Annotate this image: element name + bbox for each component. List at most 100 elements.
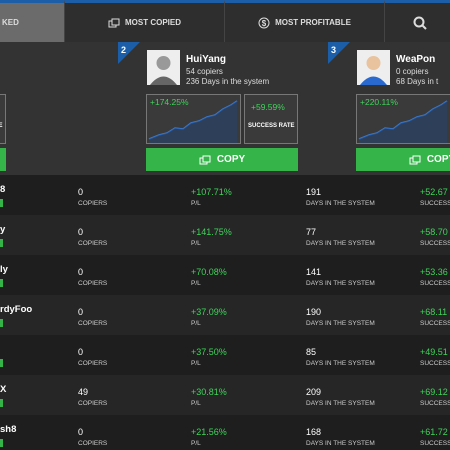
days: 209	[306, 387, 322, 397]
pl-label: P/L	[191, 200, 201, 207]
success-label: SUCCESS	[420, 360, 450, 367]
pl: +30.81%	[191, 387, 227, 397]
search-icon	[413, 16, 427, 30]
trader-name: y	[0, 224, 6, 235]
chart-box: +174.25%	[146, 94, 241, 144]
pl: +141.75%	[191, 227, 232, 237]
trader-row: ly 0 COPIERS +70.08% P/L 141 DAYS IN THE SYSTE…	[0, 255, 450, 296]
copiers: 0	[78, 347, 84, 357]
success: +53.36	[420, 267, 448, 277]
success: +69.12	[420, 387, 448, 397]
days-label: DAYS IN THE SYSTEM	[306, 280, 375, 287]
trader-card: awaopierss in the system+50.46%SUCCESS R…	[0, 42, 10, 172]
pl: +21.56%	[191, 427, 227, 437]
trader-row: sh8 0 COPIERS +21.56% P/L 168 DAYS IN THE SYST…	[0, 415, 450, 450]
success-label: SUCCESS RATE	[0, 123, 3, 129]
days: 191	[306, 187, 322, 197]
pl-label: P/L	[191, 440, 201, 447]
pl-label: P/L	[191, 360, 201, 367]
tab[interactable]: KED	[0, 0, 65, 42]
sparkline	[358, 100, 448, 143]
success-box: +50.46%SUCCESS RATE	[0, 94, 6, 144]
days: 190	[306, 307, 322, 317]
search-tab[interactable]	[385, 0, 450, 42]
trader-card: 2 HuiYang 54 copiers 236 Days in the system…	[118, 42, 302, 172]
level-bar	[0, 439, 3, 447]
icon	[199, 155, 211, 164]
days: 168	[306, 427, 322, 437]
tab[interactable]: $ MOST PROFITABLE	[225, 0, 385, 42]
success-label: SUCCESS	[420, 200, 450, 207]
pl: +37.50%	[191, 347, 227, 357]
copiers-label: COPIERS	[78, 320, 108, 327]
rank: 3	[331, 45, 337, 55]
trader-row: 8 0 COPIERS +107.71% P/L 191 DAYS IN THE SYSTE…	[0, 175, 450, 216]
success-label: SUCCESS	[420, 440, 450, 447]
copiers-label: COPIERS	[78, 280, 108, 287]
copiers: 49	[78, 387, 89, 397]
days-label: DAYS IN THE SYSTEM	[306, 400, 375, 407]
days-label: DAYS IN THE SYSTEM	[306, 440, 375, 447]
trader-row: 0 COPIERS +37.50% P/L 85 DAYS IN THE SYSTEM +4…	[0, 335, 450, 376]
days: 141	[306, 267, 322, 277]
tab-label: MOST COPIED	[124, 18, 181, 27]
days-label: DAYS IN THE SYSTEM	[306, 240, 375, 247]
trader-name: HuiYang	[186, 54, 227, 65]
level-bar	[0, 399, 3, 407]
days: 85	[306, 347, 317, 357]
days-label: DAYS IN THE SYSTEM	[306, 360, 375, 367]
success-label: SUCCESS	[420, 240, 450, 247]
pl: +37.09%	[191, 307, 227, 317]
tab-label: MOST PROFITABLE	[275, 18, 351, 27]
days: 68 Days in t	[396, 77, 439, 86]
success-box: +59.59% SUCCESS RATE	[244, 94, 298, 144]
copiers-label: COPIERS	[78, 400, 108, 407]
copiers-label: COPIERS	[78, 240, 108, 247]
trader-row: rdyFoo 0 COPIERS +37.09% P/L 190 DAYS IN THE S…	[0, 295, 450, 336]
trader-name: X	[0, 384, 7, 395]
success-label: SUCCESS RATE	[248, 123, 295, 129]
icon: $	[258, 17, 270, 28]
pl: +70.08%	[191, 267, 227, 277]
avatar	[357, 50, 390, 85]
days: 236 Days in the system	[186, 77, 270, 86]
copiers: 0	[78, 267, 84, 277]
icon	[409, 155, 421, 164]
trader-name: WeaPon	[396, 54, 436, 65]
chart-box: +220.11%	[356, 94, 450, 144]
copy-button[interactable]: COPY	[356, 148, 450, 171]
copiers-label: COPIERS	[78, 440, 108, 447]
success: +61.72	[420, 427, 448, 437]
trader-name: 8	[0, 184, 6, 195]
trader-name: rdyFoo	[0, 304, 33, 315]
avatar	[147, 50, 180, 85]
copiers: 0 copiers	[396, 67, 429, 76]
pl: +107.71%	[191, 187, 232, 197]
pl-label: P/L	[191, 280, 201, 287]
level-bar	[0, 239, 3, 247]
copiers: 0	[78, 227, 84, 237]
avatar-image	[150, 56, 177, 85]
button-label: COPY	[216, 154, 246, 165]
tab[interactable]: MOST COPIED	[65, 0, 225, 42]
trader-row: y 0 COPIERS +141.75% P/L 77 DAYS IN THE SYSTEM…	[0, 215, 450, 256]
level-bar	[0, 199, 3, 207]
rank: 2	[121, 45, 127, 55]
success-rate: +59.59%	[251, 102, 285, 112]
level-bar	[0, 359, 3, 367]
copy-button[interactable]: COPY	[0, 148, 6, 171]
icon	[108, 18, 120, 27]
days-label: DAYS IN THE SYSTEM	[306, 320, 375, 327]
trader-name: ly	[0, 264, 8, 275]
rank-badge	[328, 42, 350, 64]
copy-button[interactable]: COPY	[146, 148, 298, 171]
success-label: SUCCESS	[420, 320, 450, 327]
success: +58.70	[420, 227, 448, 237]
copiers-label: COPIERS	[78, 200, 108, 207]
success: +68.11	[420, 307, 448, 317]
success: +52.67	[420, 187, 448, 197]
success-label: SUCCESS	[420, 400, 450, 407]
copiers: 0	[78, 427, 84, 437]
